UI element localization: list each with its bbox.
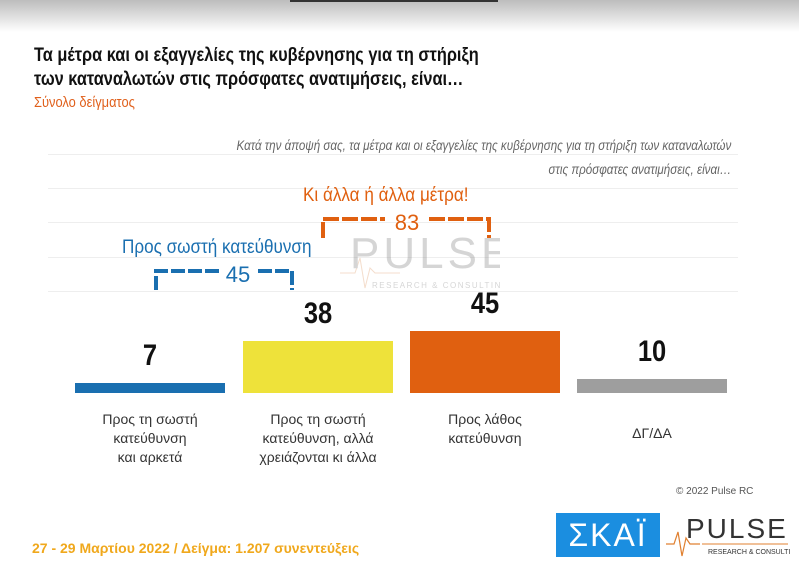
annotation-label-right-direction: Προς σωστή κατεύθυνση: [122, 237, 312, 258]
data-label: 7: [142, 339, 158, 373]
question-text: Κατά την άποψή σας, τα μέτρα και οι εξαγ…: [236, 138, 731, 177]
data-label: 10: [637, 335, 667, 369]
category-label: Προς λάθος κατεύθυνση: [410, 410, 560, 448]
category-label-line: χρειάζονται κι άλλα: [259, 449, 377, 465]
gridline: [48, 222, 738, 223]
category-label-line: ΔΓ/ΔΑ: [632, 425, 672, 441]
category-label: Προς τη σωστή κατεύθυνση και αρκετά: [75, 410, 225, 467]
category-label-line: κατεύθυνση: [448, 430, 522, 446]
chart-title: Τα μέτρα και οι εξαγγελίες της κυβέρνηση…: [34, 45, 479, 90]
survey-dates: 27 - 29 Μαρτίου 2022 / Δείγμα: 1.207 συν…: [32, 540, 360, 556]
svg-text:PULSE: PULSE: [686, 513, 788, 544]
category-label-line: Προς τη σωστή: [270, 411, 366, 427]
category-label-line: Προς τη σωστή: [102, 411, 198, 427]
annotation-label-more-measures: Κι άλλα ή άλλα μέτρα!: [303, 185, 469, 206]
category-label: ΔΓ/ΔΑ: [577, 424, 727, 443]
top-shade: [0, 0, 799, 32]
gridline: [48, 188, 738, 189]
svg-text:RESEARCH & CONSULTING: RESEARCH & CONSULTING: [372, 281, 500, 290]
bar: [577, 379, 727, 393]
gridline: [48, 291, 738, 292]
annotation-value: 83: [395, 210, 419, 235]
bracket-orange: 83: [321, 210, 491, 238]
data-label: 45: [470, 286, 500, 320]
copyright: © 2022 Pulse RC: [676, 486, 754, 497]
chart-subtitle: Σύνολο δείγματος: [34, 94, 135, 111]
category-label-line: κατεύθυνση: [113, 430, 187, 446]
bar: [410, 330, 560, 393]
annotation-value: 45: [226, 262, 250, 287]
pulse-logo: PULSE RESEARCH & CONSULTING: [666, 513, 790, 557]
top-line: [290, 0, 498, 2]
category-label-line: κατεύθυνση, αλλά: [262, 430, 374, 446]
bracket-blue: 45: [154, 262, 294, 290]
data-label: 38: [303, 296, 333, 330]
category-label-line: Προς λάθος: [448, 411, 522, 427]
bar: [75, 383, 225, 393]
gridline: [48, 154, 738, 155]
category-label: Προς τη σωστή κατεύθυνση, αλλά χρειάζονται…: [243, 410, 393, 467]
gridline: [48, 257, 738, 258]
category-label-line: και αρκετά: [117, 449, 183, 465]
bar: [243, 340, 393, 393]
svg-text:RESEARCH & CONSULTING: RESEARCH & CONSULTING: [708, 549, 790, 556]
skai-logo: ΣΚΑΪ: [556, 513, 660, 557]
pulse-watermark-text: PULSE: [350, 229, 500, 278]
pulse-watermark: PULSE RESEARCH & CONSULTING: [340, 229, 500, 290]
